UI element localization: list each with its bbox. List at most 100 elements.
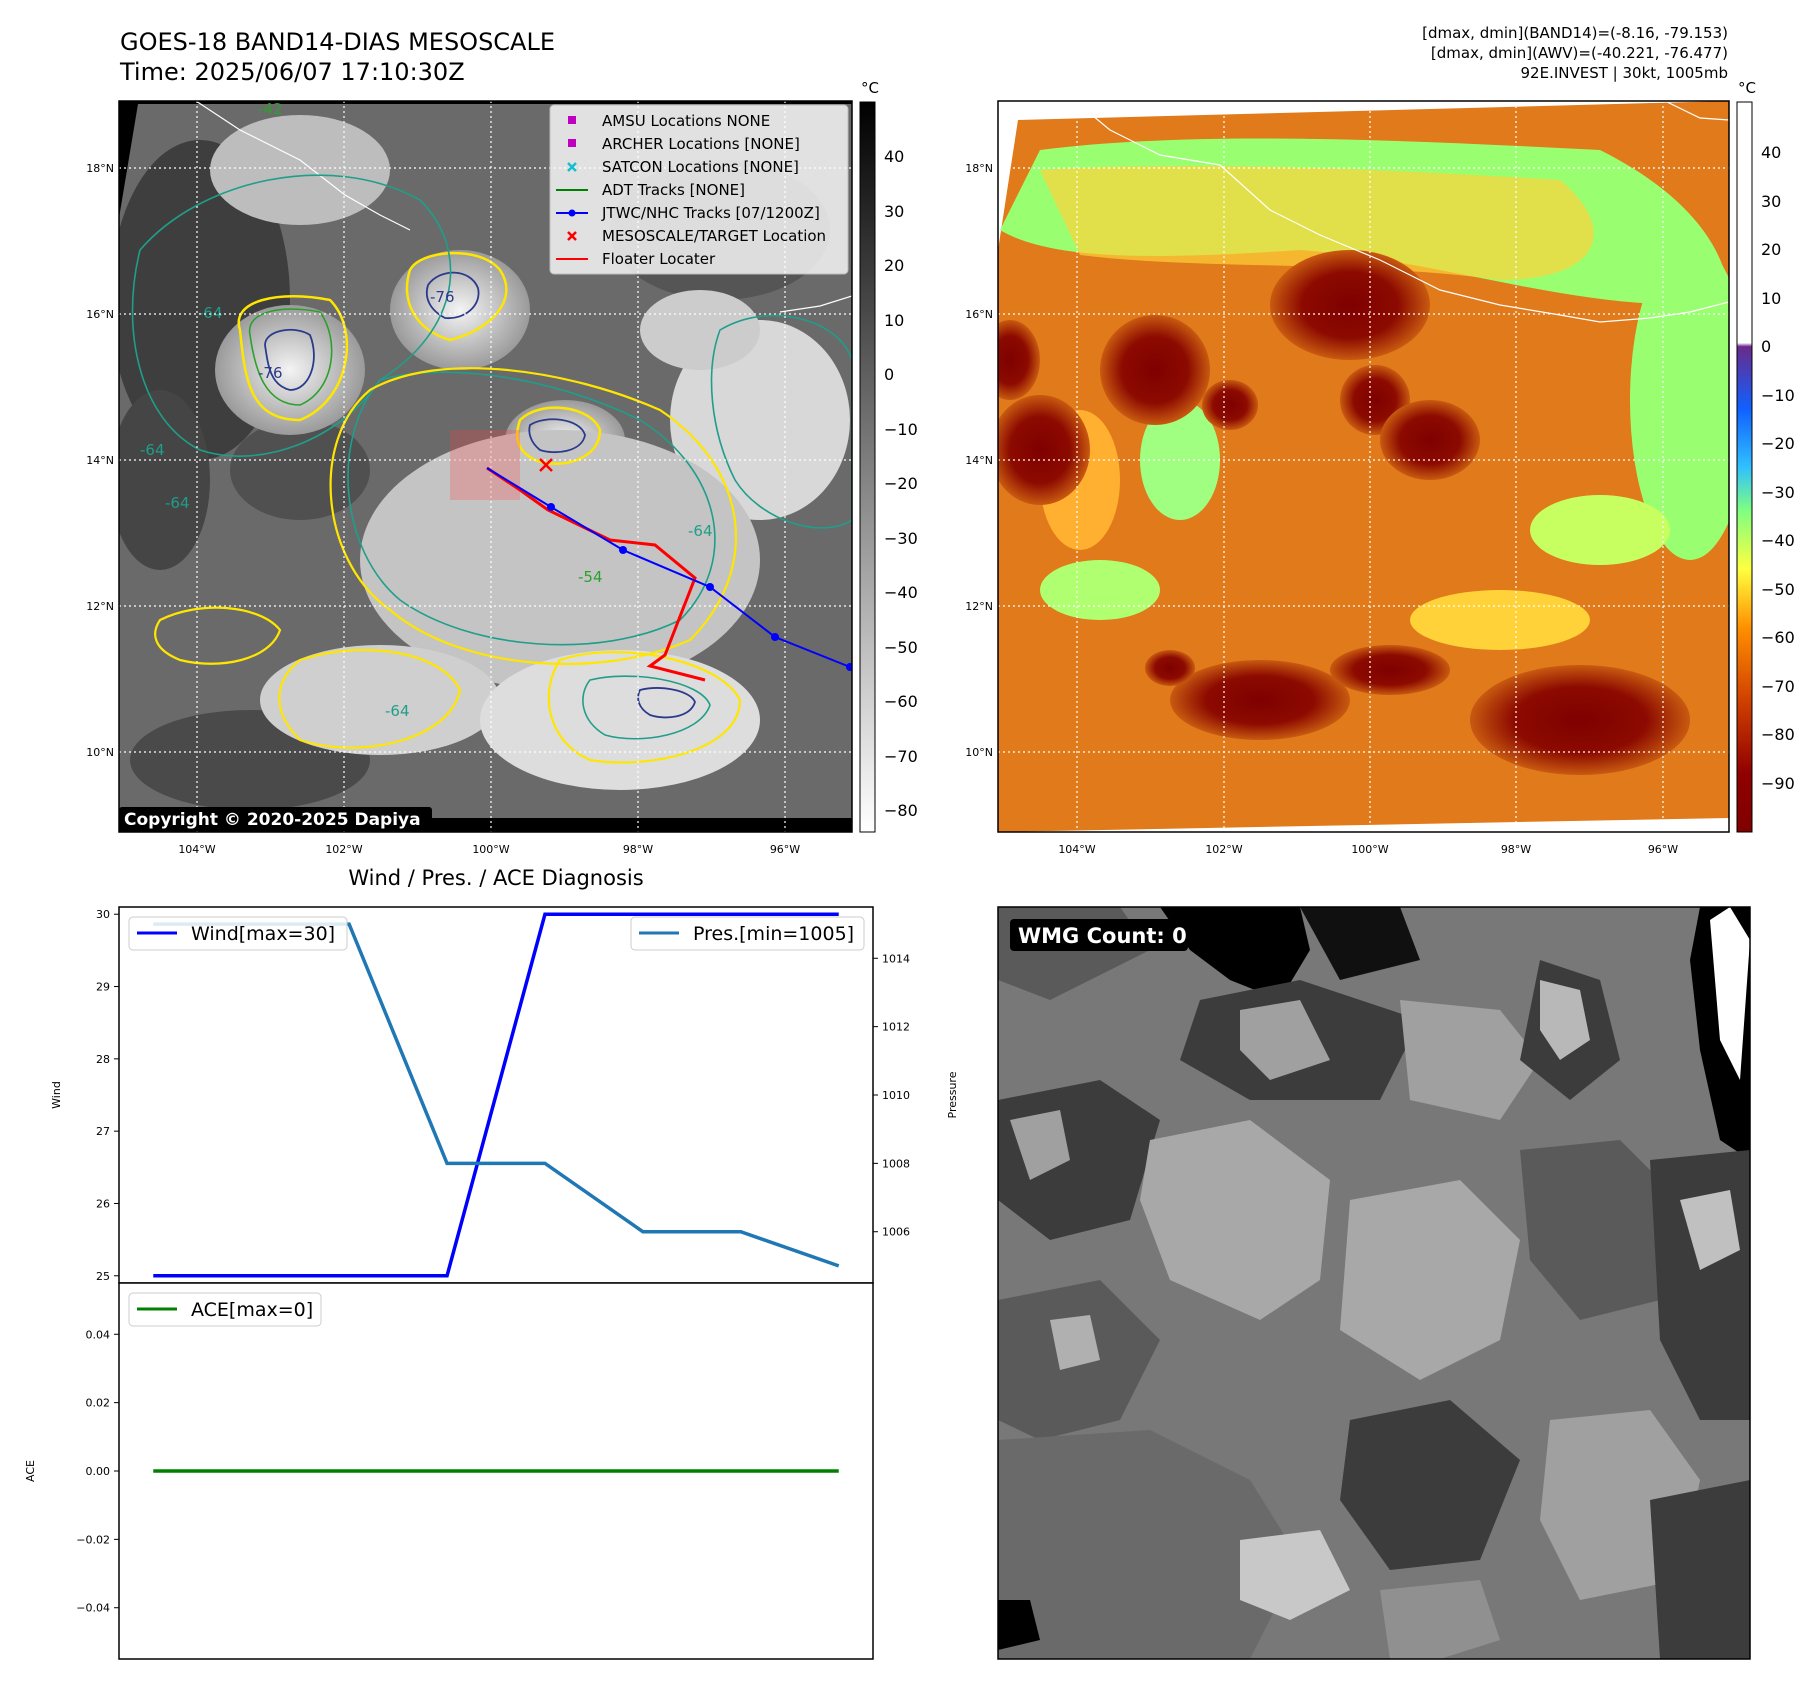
wind-tick-label: 30 bbox=[96, 908, 110, 921]
svg-text:−80: −80 bbox=[1761, 725, 1795, 744]
svg-text:−50: −50 bbox=[884, 638, 918, 657]
svg-text:−70: −70 bbox=[884, 747, 918, 766]
ir-colorbar-ticks: 40 30 20 10 0 −10 −20 −30 −40 −50 −60 −7… bbox=[884, 147, 918, 820]
svg-text:104°W: 104°W bbox=[1058, 843, 1095, 856]
svg-text:−80: −80 bbox=[884, 801, 918, 820]
ir-colorbar bbox=[859, 101, 876, 833]
wind-legend-label: Wind[max=30] bbox=[191, 923, 335, 945]
ace-axis-label: ACE bbox=[24, 1460, 37, 1482]
svg-text:14°N: 14°N bbox=[965, 454, 993, 467]
wind-tick-label: 29 bbox=[96, 981, 110, 994]
ir-contours bbox=[131, 174, 852, 764]
jtwc-track-points bbox=[547, 503, 852, 671]
svg-text:−10: −10 bbox=[884, 420, 918, 439]
svg-text:−90: −90 bbox=[1761, 774, 1795, 793]
svg-text:12°N: 12°N bbox=[965, 600, 993, 613]
pressure-tick-label: 1008 bbox=[882, 1157, 910, 1170]
pressure-y-ticks: 1006 1008 1010 1012 1014 bbox=[873, 952, 910, 1239]
legend-jtwc: JTWC/NHC Tracks [07/1200Z] bbox=[601, 204, 820, 222]
svg-text:12°N: 12°N bbox=[86, 600, 114, 613]
legend-satcon: SATCON Locations [NONE] bbox=[602, 158, 799, 176]
ace-legend: ACE[max=0] bbox=[128, 1292, 322, 1327]
awv-colorbar-ticks: 40 30 20 10 0 −10 −20 −30 −40 −50 −60 −7… bbox=[1761, 143, 1795, 793]
svg-text:18°N: 18°N bbox=[86, 162, 114, 175]
svg-text:98°W: 98°W bbox=[623, 843, 653, 856]
diagnosis-panel: Wind / Pres. / ACE Diagnosis 25 26 27 28 29 3… bbox=[24, 866, 959, 1660]
svg-text:10: 10 bbox=[884, 311, 904, 330]
svg-text:40: 40 bbox=[884, 147, 904, 166]
map-legend: AMSU Locations NONE ARCHER Locations [NO… bbox=[549, 104, 849, 275]
svg-text:−20: −20 bbox=[1761, 434, 1795, 453]
pressure-tick-label: 1010 bbox=[882, 1089, 910, 1102]
floater-box bbox=[450, 430, 520, 500]
pressure-axis-label: Pressure bbox=[946, 1071, 959, 1118]
awv-gridlines bbox=[998, 101, 1729, 832]
figure-title: GOES-18 BAND14-DIAS MESOSCALE bbox=[120, 28, 555, 56]
svg-text:100°W: 100°W bbox=[472, 843, 509, 856]
ace-legend-label: ACE[max=0] bbox=[191, 1299, 313, 1321]
target-location-marker bbox=[539, 458, 553, 472]
svg-text:−20: −20 bbox=[884, 474, 918, 493]
svg-text:−70: −70 bbox=[1761, 677, 1795, 696]
wind-tick-label: 26 bbox=[96, 1197, 110, 1210]
pressure-tick-label: 1014 bbox=[882, 952, 910, 965]
svg-text:40: 40 bbox=[1761, 143, 1781, 162]
svg-text:104°W: 104°W bbox=[178, 843, 215, 856]
svg-text:−40: −40 bbox=[884, 583, 918, 602]
wmg-count-label: WMG Count: 0 bbox=[1018, 924, 1187, 948]
wmg-panel: WMG Count: 0 bbox=[997, 906, 1751, 1660]
awv-coastline bbox=[1074, 101, 1729, 323]
svg-text:−60: −60 bbox=[884, 692, 918, 711]
wind-y-ticks: 25 26 27 28 29 30 bbox=[96, 908, 119, 1283]
ir-map-panel: -76 -76 -64 -64 -64 -64 -42 -54 -64 bbox=[86, 79, 918, 856]
jtwc-track bbox=[486, 467, 851, 668]
svg-text:0: 0 bbox=[1761, 337, 1771, 356]
ace-tick-label: 0.04 bbox=[86, 1328, 111, 1341]
svg-text:102°W: 102°W bbox=[1205, 843, 1242, 856]
svg-text:96°W: 96°W bbox=[1648, 843, 1678, 856]
awv-colorbar bbox=[1736, 101, 1753, 833]
legend-target: MESOSCALE/TARGET Location bbox=[602, 227, 826, 245]
floater-locater-track bbox=[486, 466, 706, 682]
wind-tick-label: 25 bbox=[96, 1270, 110, 1283]
svg-text:20: 20 bbox=[884, 256, 904, 275]
svg-text:10: 10 bbox=[1761, 289, 1781, 308]
svg-text:-64: -64 bbox=[198, 304, 223, 322]
copyright-box bbox=[119, 807, 432, 831]
svg-text:-76: -76 bbox=[430, 288, 455, 306]
svg-text:-64: -64 bbox=[140, 441, 165, 459]
storm-info: 92E.INVEST | 30kt, 1005mb bbox=[1521, 64, 1729, 82]
wmg-count-box bbox=[1010, 919, 1188, 951]
coastline bbox=[195, 101, 411, 231]
wind-series bbox=[153, 912, 839, 1278]
legend-amsu: AMSU Locations NONE bbox=[602, 112, 770, 130]
svg-text:96°W: 96°W bbox=[770, 843, 800, 856]
svg-text:18°N: 18°N bbox=[965, 162, 993, 175]
svg-text:-64: -64 bbox=[165, 494, 190, 512]
svg-text:10°N: 10°N bbox=[86, 746, 114, 759]
svg-text:-76: -76 bbox=[258, 364, 283, 382]
wind-tick-label: 27 bbox=[96, 1125, 110, 1138]
svg-text:20: 20 bbox=[1761, 240, 1781, 259]
svg-text:16°N: 16°N bbox=[965, 308, 993, 321]
svg-text:10°N: 10°N bbox=[965, 746, 993, 759]
ace-tick-label: 0.02 bbox=[86, 1397, 111, 1410]
stats-band14: [dmax, dmin](BAND14)=(-8.16, -79.153) bbox=[1422, 24, 1728, 42]
copyright-label: Copyright © 2020-2025 Dapiya bbox=[124, 810, 421, 830]
svg-text:0: 0 bbox=[884, 365, 894, 384]
svg-text:-54: -54 bbox=[578, 568, 603, 586]
legend-floater: Floater Locater bbox=[602, 250, 716, 268]
contour-labels: -76 -76 -64 -64 -64 -64 -42 -54 -64 bbox=[140, 101, 713, 720]
pressure-legend: Pres.[min=1005] bbox=[630, 916, 865, 951]
legend-archer: ARCHER Locations [NONE] bbox=[602, 135, 800, 153]
svg-text:−30: −30 bbox=[884, 529, 918, 548]
pressure-tick-label: 1006 bbox=[882, 1226, 910, 1239]
svg-text:14°N: 14°N bbox=[86, 454, 114, 467]
legend-adt: ADT Tracks [NONE] bbox=[602, 181, 745, 199]
ir-lon-labels: 104°W 102°W 100°W 98°W 96°W bbox=[178, 843, 800, 856]
diagnosis-title: Wind / Pres. / ACE Diagnosis bbox=[348, 866, 643, 890]
wind-tick-label: 28 bbox=[96, 1053, 110, 1066]
awv-lat-labels: 18°N 16°N 14°N 12°N 10°N bbox=[965, 162, 993, 759]
svg-text:-64: -64 bbox=[688, 522, 713, 540]
